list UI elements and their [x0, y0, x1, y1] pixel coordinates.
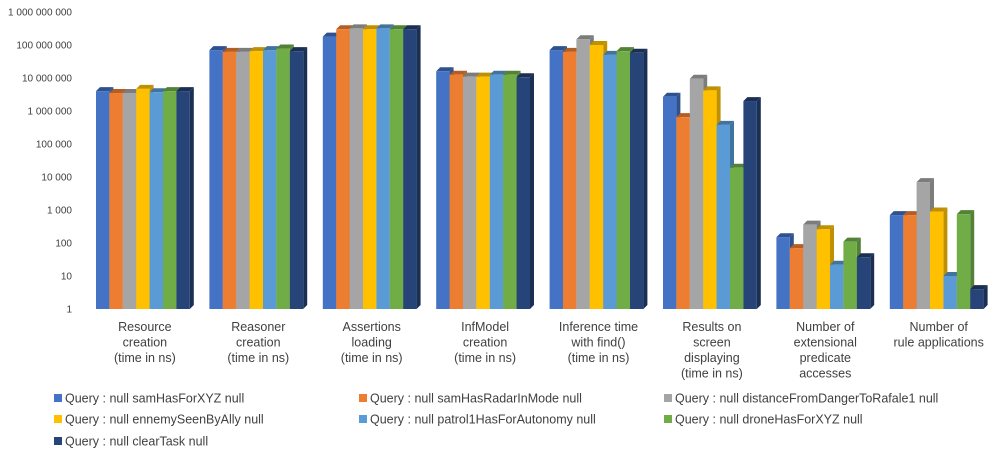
legend-label: Query : null patrol1HasForAutonomy null: [370, 413, 596, 427]
y-axis-ticks: 1 10 100 1 000 10 000 100 000 1 000 000 10 000 …: [8, 8, 72, 316]
legend-swatch: [664, 394, 672, 402]
y-tick-label: 10 000 000: [22, 74, 72, 85]
x-category-label: Number of extensional predicate accesses: [794, 320, 857, 381]
bar: [956, 210, 975, 309]
bar: [516, 73, 534, 309]
legend-item: Query : null droneHasForXYZ null: [664, 413, 863, 427]
legend-swatch: [359, 415, 367, 423]
legend-item: Query : null distanceFromDangerToRafale1…: [664, 392, 938, 406]
y-tick-label: 1 000 000 000: [8, 8, 72, 19]
bar: [743, 97, 761, 309]
legend-label: Query : null ennemySeenByAlly null: [65, 413, 264, 427]
y-tick-label: 1: [66, 305, 72, 316]
x-category-label: Reasoner creation (time in ns): [227, 320, 289, 365]
y-tick-label: 10: [61, 272, 73, 283]
x-category-label: Results on screen displaying (time in ns): [681, 320, 743, 381]
legend-item: Query : null patrol1HasForAutonomy null: [359, 413, 596, 427]
legend-item: Query : null samHasRadarInMode null: [359, 392, 582, 406]
y-tick-label: 10 000: [41, 173, 72, 184]
legend: Query : null samHasForXYZ null Query : nu…: [54, 392, 938, 449]
bar: [176, 87, 194, 309]
bar: [403, 25, 421, 309]
legend-label: Query : null clearTask null: [65, 435, 208, 449]
legend-swatch: [359, 394, 367, 402]
x-category-label: Number of rule applications: [894, 320, 984, 350]
legend-item: Query : null samHasForXYZ null: [54, 392, 244, 406]
x-category-label: Assertions loading (time in ns): [341, 320, 403, 365]
legend-swatch: [54, 415, 62, 423]
legend-swatch: [54, 437, 62, 445]
y-tick-label: 100 000: [36, 140, 73, 151]
bar: [289, 47, 308, 309]
x-axis-category-labels: Resource creation (time in ns) Reasoner crea…: [114, 320, 984, 381]
x-category-label: Resource creation (time in ns): [114, 320, 176, 365]
y-tick-label: 1 000 000: [28, 107, 73, 118]
y-tick-label: 100 000 000: [16, 41, 72, 52]
x-category-label: InfModel creation (time in ns): [454, 320, 516, 365]
legend-swatch: [54, 394, 62, 402]
bars: [96, 24, 988, 310]
y-tick-label: 1 000: [47, 206, 72, 217]
legend-label: Query : null distanceFromDangerToRafale1…: [675, 392, 938, 406]
legend-swatch: [664, 415, 672, 423]
bar: [856, 253, 875, 309]
legend-label: Query : null samHasRadarInMode null: [370, 392, 582, 406]
legend-item: Query : null ennemySeenByAlly null: [54, 413, 264, 427]
x-category-label: Inference time with find() (time in ns): [559, 320, 638, 365]
y-tick-label: 100: [55, 239, 72, 250]
legend-item: Query : null clearTask null: [54, 435, 208, 449]
bar: [630, 48, 648, 309]
legend-label: Query : null samHasForXYZ null: [65, 392, 244, 406]
bar: [970, 285, 988, 309]
legend-label: Query : null droneHasForXYZ null: [675, 413, 863, 427]
